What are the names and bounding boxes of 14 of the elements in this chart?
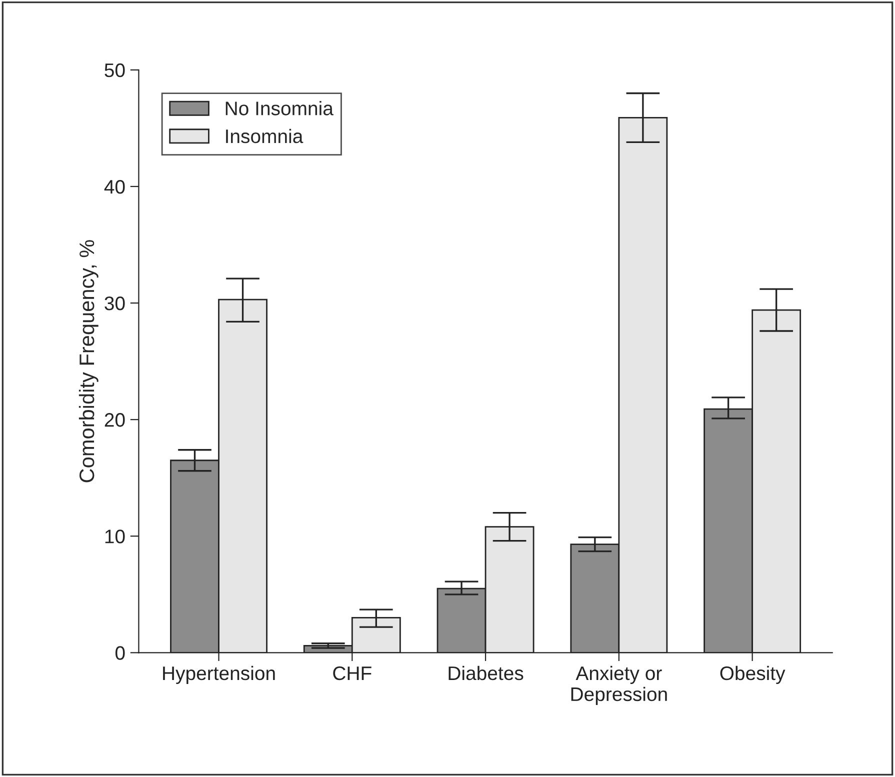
y-axis-title: Comorbidity Frequency, % [78, 240, 98, 482]
x-tick-label: Obesity [720, 666, 786, 684]
y-tick-label: 40 [104, 180, 125, 194]
x-tick-label: CHF [333, 666, 372, 680]
legend-label: No Insomnia [226, 101, 334, 116]
y-tick-label: 10 [105, 530, 125, 544]
y-tick-label: 0 [115, 646, 125, 660]
x-tick-label: Anxiety or Depression [571, 666, 667, 705]
y-tick-label: 50 [104, 63, 125, 78]
legend-label: Insomnia [226, 128, 304, 144]
y-tick-label: 20 [104, 413, 125, 427]
y-tick-label: 30 [104, 296, 125, 310]
x-tick-label: Diabetes [448, 666, 524, 680]
x-tick-label: Hypertension [163, 666, 275, 684]
